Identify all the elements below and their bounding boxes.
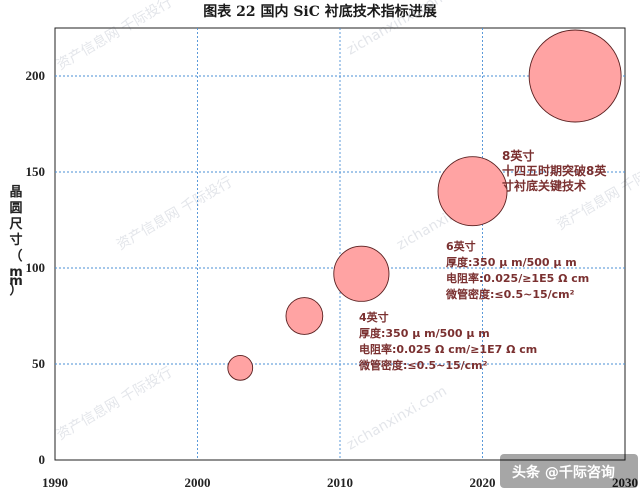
y-tick-label: 50 [32, 356, 45, 371]
watermark-text: 资产信息网 千际投行 [114, 174, 235, 254]
credit-badge: 头条 @千际咨询 [500, 454, 638, 488]
annotation-line: 电阻率:0.025/≥1E5 Ω cm [446, 271, 589, 285]
y-tick-label: 100 [26, 260, 46, 275]
chart-title: 图表 22 国内 SiC 衬底技术指标进展 [203, 3, 437, 20]
annotation-line: 十四五时期突破8英 [502, 163, 607, 178]
credit-text: 头条 @千际咨询 [512, 464, 615, 481]
y-axis-label: 晶圆尺寸（ m m） [9, 185, 23, 298]
y-tick-label: 0 [39, 452, 46, 467]
annotation-line: 厚度:350 μ m/500 μ m [446, 255, 577, 269]
watermark-text: 资产信息网 千际投行 [54, 0, 175, 73]
annotation-line: 寸衬底关键技术 [502, 178, 586, 193]
x-tick-label: 1990 [42, 475, 68, 490]
watermark-text: 资产信息网 千际投行 [54, 364, 175, 444]
y-tick-label: 200 [26, 68, 46, 83]
bubble-point [528, 29, 622, 123]
bubble-point [333, 245, 390, 302]
annotation-line: 电阻率:0.025 Ω cm/≥1E7 Ω cm [359, 342, 537, 356]
x-tick-label: 2030 [612, 475, 638, 490]
annotation-line: 4英寸 [359, 310, 389, 324]
x-tick-label: 2010 [327, 475, 353, 490]
bubble-point [437, 156, 508, 227]
annotation-line: 微管密度:≤0.5~15/cm² [358, 358, 488, 372]
annotation-line: 微管密度:≤0.5~15/cm² [445, 287, 575, 301]
x-tick-label: 2020 [470, 475, 496, 490]
annotation-line: 8英寸 [502, 148, 534, 163]
y-tick-label: 150 [26, 164, 46, 179]
x-tick-label: 2000 [185, 475, 211, 490]
bubble-point [285, 297, 324, 335]
annotation-line: 6英寸 [446, 239, 476, 253]
annotation-line: 厚度:350 μ m/500 μ m [359, 326, 490, 340]
plot-area: 1990 2000 2010 2020 2030 0 50 100 150 200 [26, 27, 638, 490]
bubble-point [227, 354, 254, 381]
watermark-text: zichanxinxi.com [344, 383, 450, 453]
